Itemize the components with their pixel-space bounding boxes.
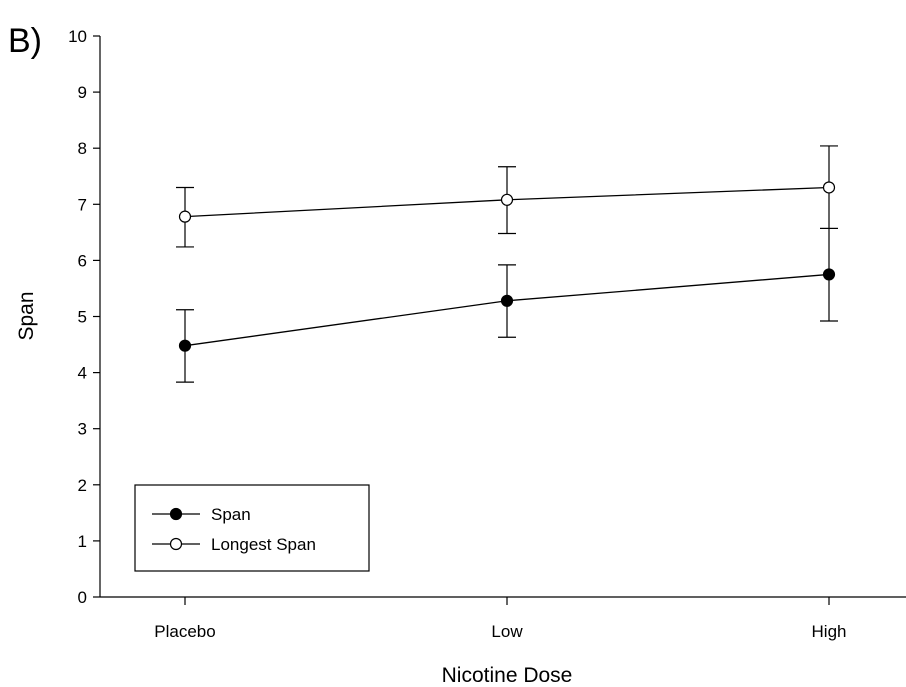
y-tick-label: 0 <box>78 588 87 607</box>
data-point <box>178 210 192 223</box>
x-tick-label: Placebo <box>154 622 215 641</box>
y-tick-label: 4 <box>78 364 87 383</box>
x-tick-label: High <box>812 622 847 641</box>
data-point <box>500 294 514 307</box>
x-ticks: Placebo Low High <box>154 597 846 641</box>
data-point <box>822 268 836 281</box>
y-tick-label: 8 <box>78 139 87 158</box>
legend-marker <box>169 507 183 521</box>
plot-marks <box>176 145 838 383</box>
legend-marker <box>169 537 183 551</box>
series-2 <box>176 145 838 248</box>
x-tick-label: Low <box>491 622 523 641</box>
y-ticks: 0 1 2 3 4 5 6 7 8 9 10 <box>68 27 100 607</box>
legend-box <box>134 484 370 572</box>
legend-entry: Span <box>152 505 251 524</box>
data-point <box>822 181 836 194</box>
y-tick-label: 7 <box>78 195 87 214</box>
legend-label: Longest Span <box>211 535 316 554</box>
panel-label: B) <box>8 22 42 60</box>
x-axis-title: Nicotine Dose <box>442 664 573 687</box>
y-tick-label: 10 <box>68 27 87 46</box>
legend-label: Span <box>211 505 251 524</box>
legend-entries: Span Longest Span <box>152 505 316 554</box>
y-axis-title: Span <box>15 291 38 340</box>
data-point <box>178 339 192 352</box>
data-point <box>500 193 514 206</box>
y-tick-label: 9 <box>78 83 87 102</box>
y-tick-label: 2 <box>78 476 87 495</box>
y-tick-label: 6 <box>78 251 87 270</box>
y-tick-label: 3 <box>78 420 87 439</box>
y-tick-label: 1 <box>78 532 87 551</box>
series-1 <box>176 227 838 383</box>
y-tick-label: 5 <box>78 308 87 327</box>
legend-entry: Longest Span <box>152 535 316 554</box>
legend: Span Longest Span <box>134 484 370 572</box>
